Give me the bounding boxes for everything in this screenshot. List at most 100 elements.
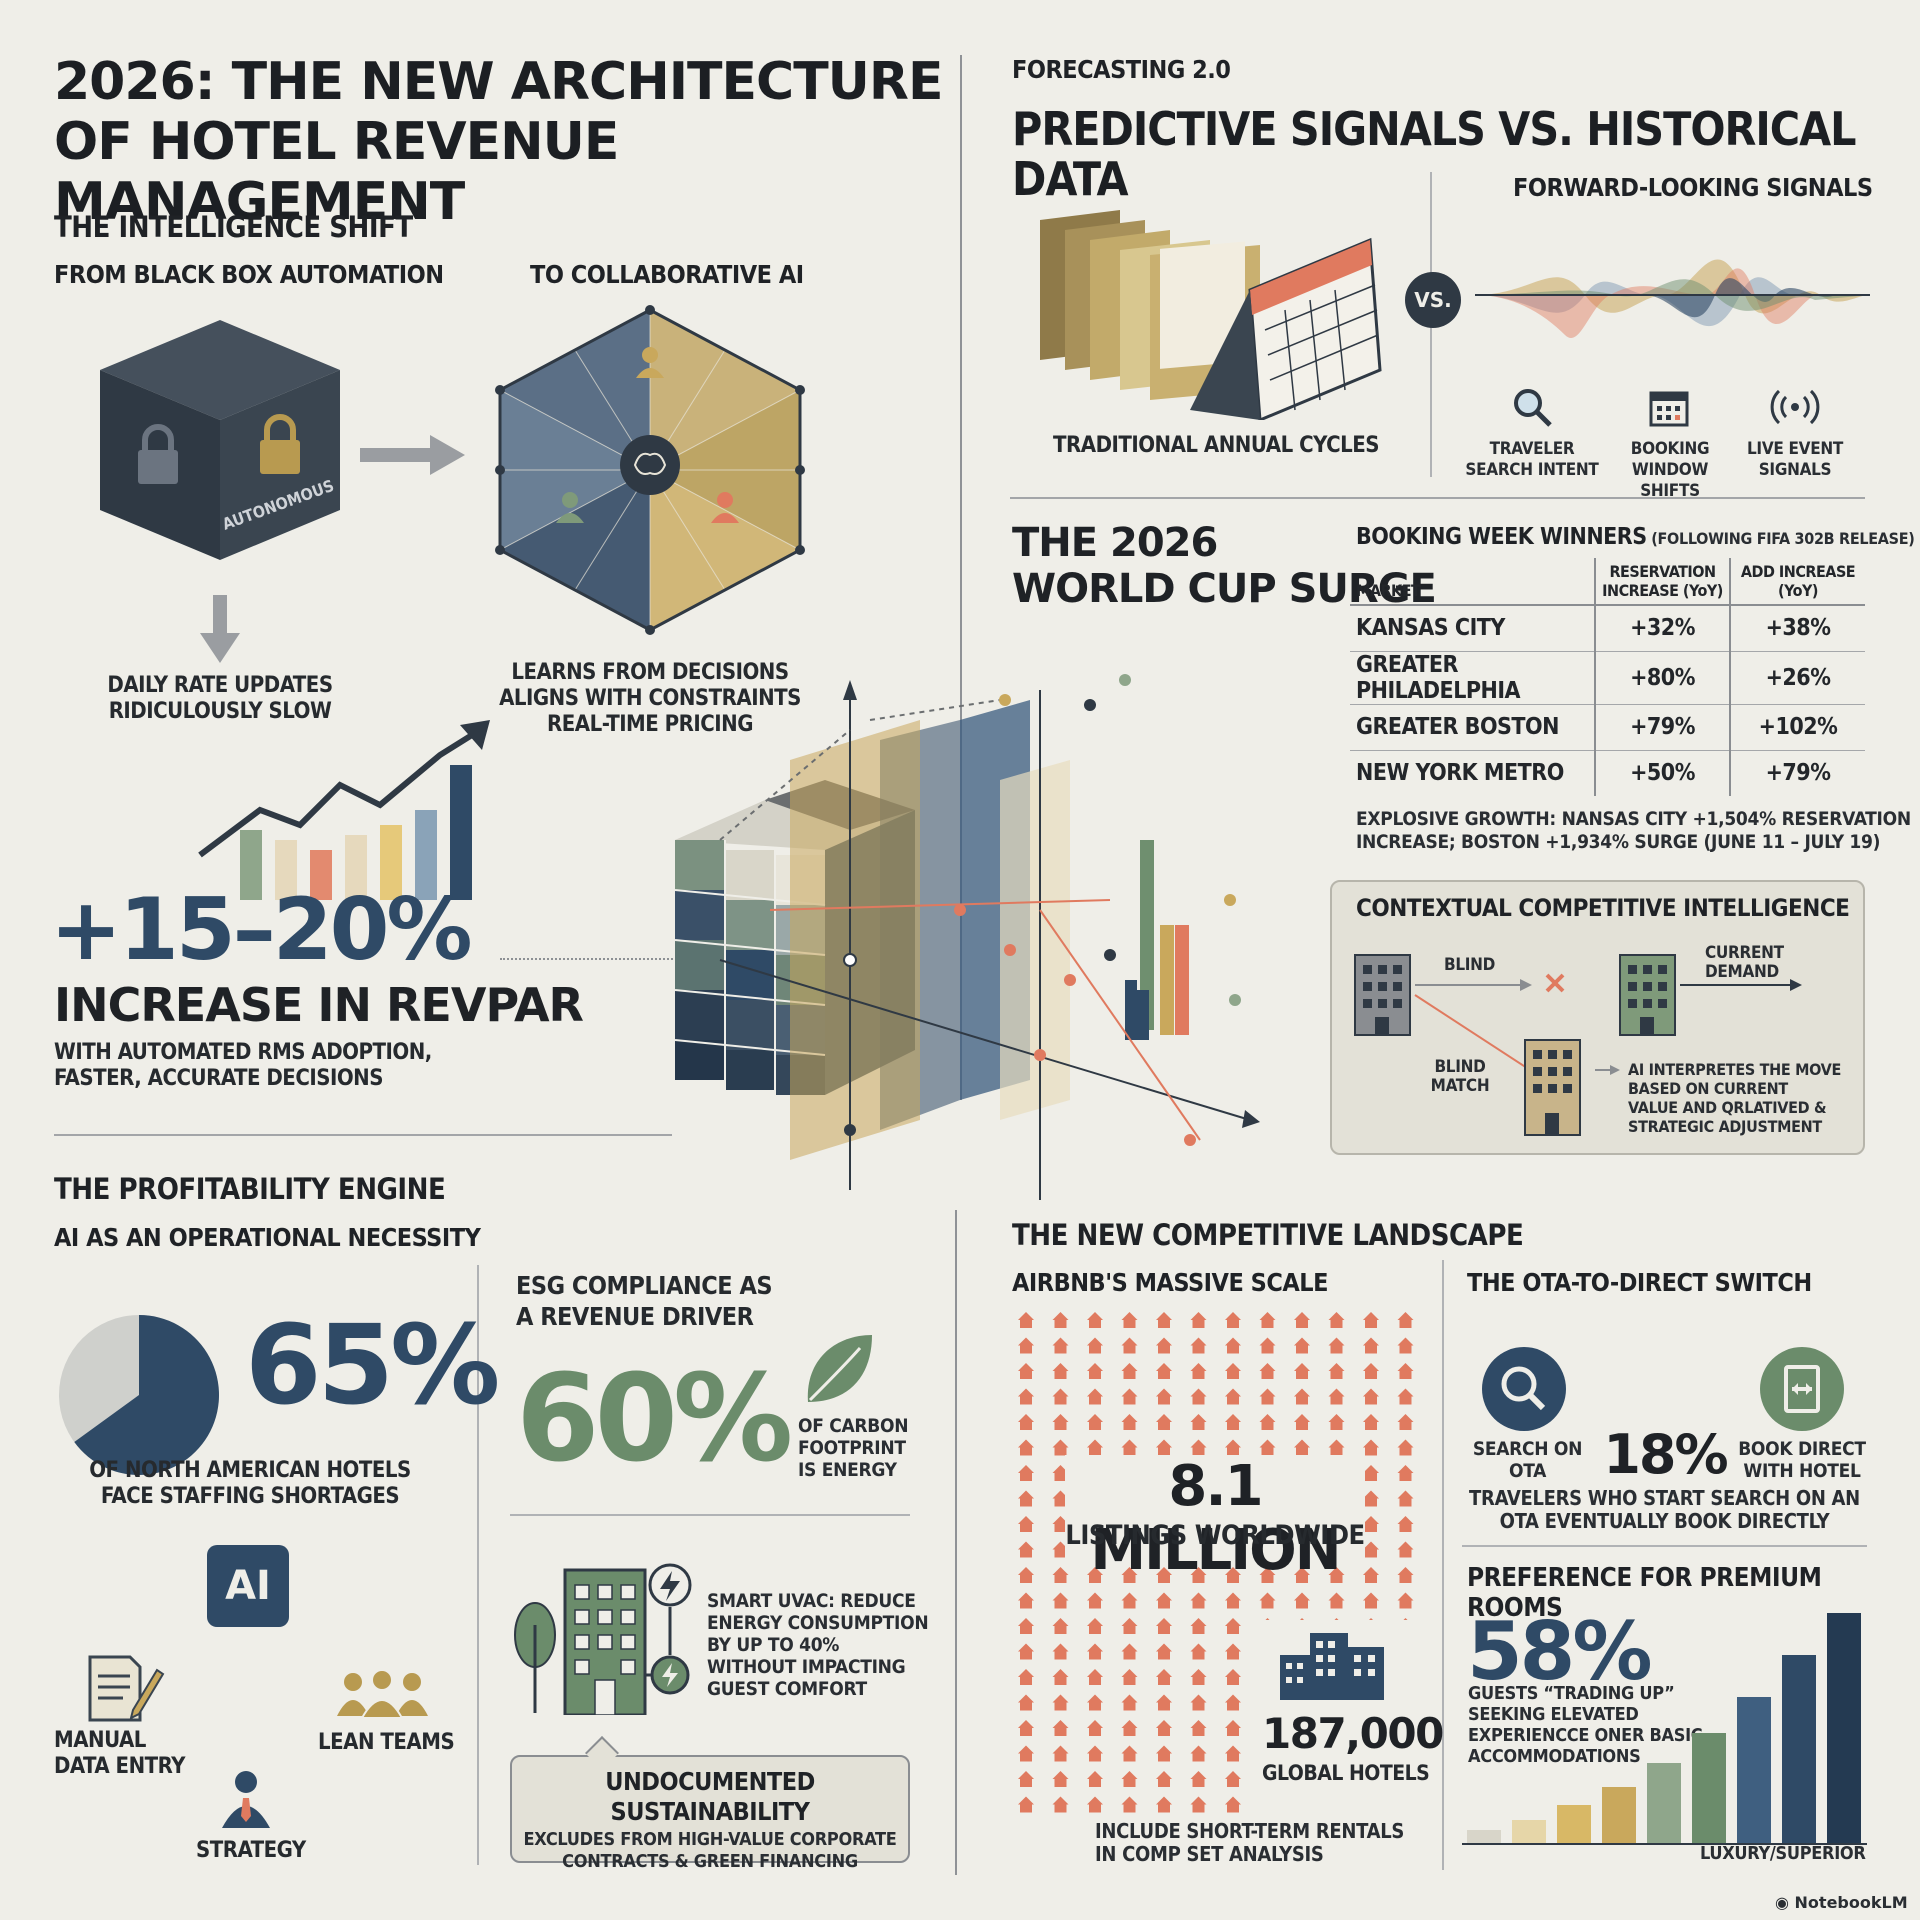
growth-arrow-illustration: [198, 720, 490, 900]
watermark: ◉ NotebookLM: [1775, 1893, 1908, 1912]
premium-bar: [1467, 1830, 1501, 1843]
signal-2-line2: WINDOW SHIFTS: [1631, 460, 1709, 501]
world-cup-title-1: THE 2026: [1012, 520, 1218, 566]
esg-desc-1: OF CARBON: [798, 1415, 909, 1437]
house-icon: [1018, 1439, 1034, 1456]
premium-desc-4: ACCOMMODATIONS: [1468, 1746, 1641, 1767]
house-icon: [1018, 1567, 1034, 1583]
house-icon: [1121, 1669, 1138, 1685]
house-icon: [1259, 1592, 1276, 1609]
house-icon: [1052, 1567, 1069, 1583]
table-row: KANSAS CITY +32% +38%: [1350, 605, 1865, 652]
house-icon: [1087, 1312, 1103, 1328]
document-pencil-icon: [88, 1655, 165, 1722]
house-icon: [1018, 1592, 1034, 1609]
add-cell: +79%: [1729, 750, 1865, 796]
house-icon: [1259, 1363, 1276, 1379]
house-icon: [1156, 1312, 1172, 1328]
data-cube-illustration: [674, 674, 1260, 1200]
house-icon: [1397, 1388, 1414, 1405]
house-icon: [1397, 1337, 1414, 1354]
house-icon: [1397, 1490, 1414, 1507]
house-icon: [1225, 1439, 1241, 1456]
house-icon: [1225, 1796, 1241, 1813]
current-demand-label: CURRENT DEMAND: [1705, 944, 1784, 982]
divider-vertical-top: [960, 55, 962, 1100]
market-cell: GREATER BOSTON: [1350, 704, 1595, 751]
hvac-5: GUEST COMFORT: [707, 1678, 867, 1700]
house-icon: [1018, 1363, 1034, 1379]
house-icon: [1156, 1669, 1172, 1685]
house-icon: [1052, 1592, 1069, 1609]
hvac-2: ENERGY CONSUMPTION: [707, 1612, 929, 1634]
house-icon: [1052, 1337, 1069, 1354]
esg-stat-desc: OF CARBON FOOTPRINT IS ENERGY: [798, 1415, 909, 1481]
contextual-title: CONTEXTUAL COMPETITIVE INTELLIGENCE: [1356, 894, 1850, 922]
house-icon: [1225, 1669, 1241, 1685]
premium-axis-label: LUXURY/SUPERIOR: [1700, 1843, 1866, 1864]
house-icon: [1190, 1694, 1207, 1711]
house-icon: [1328, 1337, 1345, 1354]
house-icon: [1190, 1745, 1207, 1762]
reservation-cell: +32%: [1594, 605, 1730, 652]
house-icon: [1225, 1694, 1241, 1711]
add-cell: +38%: [1729, 605, 1865, 652]
premium-bar-chart: [1462, 1613, 1867, 1845]
house-icon: [1156, 1388, 1172, 1405]
house-icon: [1259, 1337, 1276, 1354]
ota-desc-2: OTA EVENTUALLY BOOK DIRECTLY: [1499, 1509, 1830, 1533]
house-icon: [1087, 1694, 1103, 1711]
leaf-icon: [807, 1335, 872, 1402]
premium-bar: [1737, 1697, 1771, 1843]
hotels-desc: GLOBAL HOTELS: [1262, 1761, 1430, 1785]
house-icon: [1397, 1516, 1414, 1532]
house-icon: [1087, 1567, 1103, 1583]
house-icon: [1294, 1592, 1310, 1609]
house-icon: [1052, 1465, 1069, 1481]
vs-badge: VS.: [1405, 272, 1461, 328]
house-icon: [1018, 1490, 1034, 1507]
premium-bar: [1647, 1763, 1681, 1843]
col-market: MARKET: [1350, 558, 1595, 606]
house-icon: [1363, 1567, 1379, 1583]
house-icon: [1190, 1312, 1207, 1328]
house-icon: [1156, 1796, 1172, 1813]
house-icon: [1363, 1592, 1379, 1609]
house-icon: [1156, 1439, 1172, 1456]
house-icon: [1363, 1465, 1379, 1481]
house-icon: [1190, 1363, 1207, 1379]
profitability-heading: THE PROFITABILITY ENGINE: [54, 1172, 446, 1206]
house-icon: [1052, 1643, 1069, 1660]
booking-week-heading: BOOKING WEEK WINNERS (FOLLOWING FIFA 302…: [1356, 522, 1915, 552]
house-icon: [1121, 1694, 1138, 1711]
house-icon: [1328, 1388, 1345, 1405]
house-icon: [1018, 1669, 1034, 1685]
world-cup-note: EXPLOSIVE GROWTH: NANSAS CITY +1,504% RE…: [1356, 808, 1911, 854]
house-icon: [1397, 1465, 1414, 1481]
divider-left: [54, 1134, 672, 1136]
house-icon: [1294, 1439, 1310, 1456]
black-box-caption: DAILY RATE UPDATES RIDICULOUSLY SLOW: [90, 673, 350, 725]
house-icon: [1156, 1694, 1172, 1711]
ota-book-2: WITH HOTEL: [1743, 1460, 1861, 1482]
house-icon: [1294, 1388, 1310, 1405]
green-building-illustration: [514, 1563, 692, 1715]
house-icon: [1018, 1694, 1034, 1711]
house-icon: [1294, 1312, 1310, 1328]
hvac-text: SMART UVAC: REDUCE ENERGY CONSUMPTION BY…: [707, 1590, 929, 1700]
ota-search-2: OTA: [1508, 1460, 1547, 1482]
ota-book-1: BOOK DIRECT: [1738, 1438, 1866, 1460]
callout-title: UNDOCUMENTED SUSTAINABILITY: [605, 1767, 815, 1826]
house-icon: [1259, 1567, 1276, 1583]
reservation-cell: +80%: [1594, 651, 1730, 705]
premium-title: PREFERENCE FOR PREMIUM ROOMS: [1467, 1563, 1822, 1623]
house-icon: [1363, 1439, 1379, 1456]
team-icon: [337, 1669, 428, 1719]
plug-icon: [645, 1607, 690, 1695]
callout-line-1: EXCLUDES FROM HIGH-VALUE CORPORATE: [523, 1829, 897, 1850]
title-line-2: OF HOTEL REVENUE MANAGEMENT: [54, 112, 619, 232]
revpar-value: +15–20%: [50, 880, 473, 980]
person-green-icon: [556, 492, 584, 523]
x-mark-icon: [1545, 973, 1565, 993]
house-icon: [1190, 1669, 1207, 1685]
